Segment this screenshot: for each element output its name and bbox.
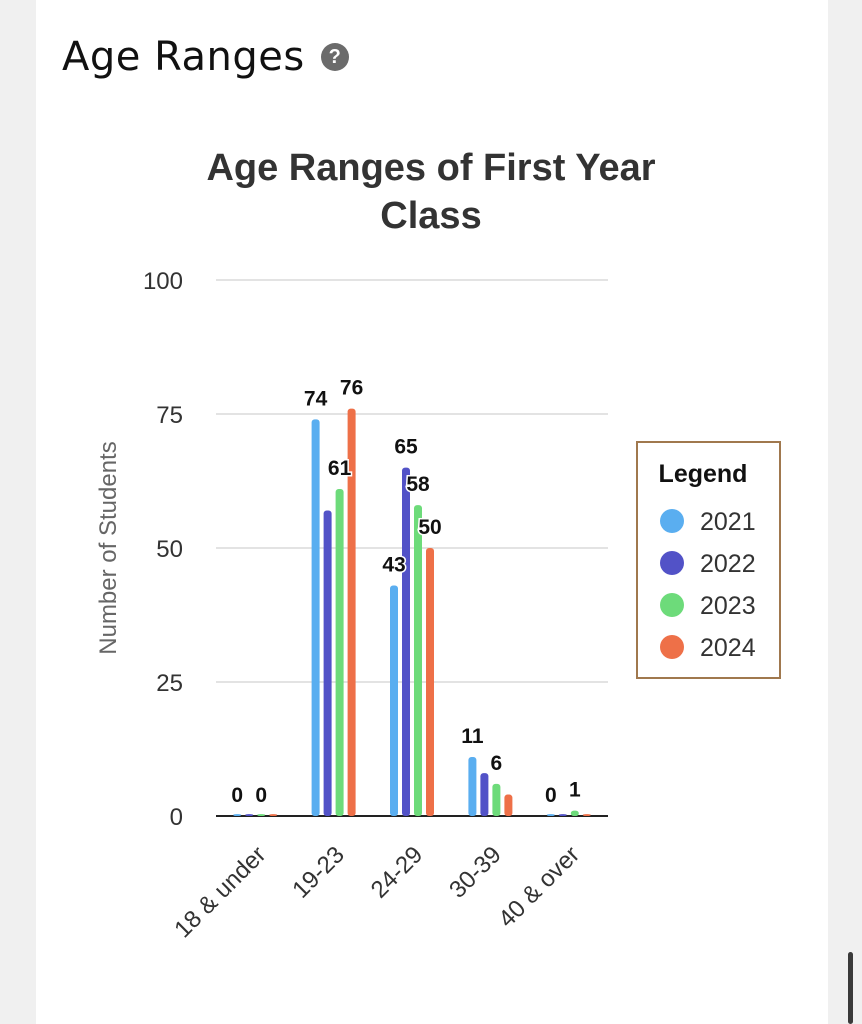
chart-title-line: Age Ranges of First Year: [206, 147, 655, 189]
data-label: 0: [545, 784, 557, 807]
question-circle-icon[interactable]: ?: [320, 43, 349, 71]
bar-2021-3: [468, 757, 477, 816]
x-tick-label: 30-39: [444, 841, 507, 904]
bar-2024-1: [347, 408, 356, 816]
section-title: Age Ranges: [62, 34, 305, 80]
bar-2021-0: [233, 814, 242, 816]
data-label: 50: [418, 516, 441, 539]
y-axis-label: Number of Students: [95, 441, 122, 654]
bar-2022-3: [480, 773, 489, 816]
x-tick-label: 24-29: [366, 841, 429, 904]
legend-swatch-2021: [660, 509, 684, 533]
bar-2022-1: [323, 510, 332, 816]
y-tick-label: 0: [170, 804, 183, 831]
x-tick-label: 19-23: [287, 841, 350, 904]
bar-2023-2: [414, 505, 422, 816]
bar-2024-4: [582, 814, 591, 816]
data-label: 58: [406, 473, 430, 496]
bar-2022-2: [402, 467, 410, 816]
data-label: 74: [304, 387, 328, 410]
bar-2021-2: [390, 585, 398, 816]
data-label: 43: [382, 554, 405, 577]
data-label: 11: [461, 725, 484, 748]
legend-swatch-2023: [660, 593, 684, 617]
chart-title-line: Class: [380, 195, 481, 237]
data-label: 0: [255, 784, 267, 807]
data-label: 61: [328, 457, 352, 480]
legend-label-2022: 2022: [700, 550, 756, 578]
x-tick-label: 18 & under: [169, 841, 271, 943]
y-tick-label: 75: [156, 402, 183, 429]
data-label: 0: [231, 784, 243, 807]
bar-2023-3: [492, 783, 501, 816]
scrollbar[interactable]: [848, 952, 853, 1024]
section-header: Age Ranges ?: [62, 34, 349, 80]
data-label: 1: [569, 779, 581, 802]
y-tick-label: 100: [143, 268, 183, 295]
bar-2023-4: [570, 810, 579, 816]
y-tick-label: 50: [156, 536, 183, 563]
bar-2021-1: [311, 419, 320, 816]
bar-2022-4: [558, 814, 567, 816]
bar-2021-4: [546, 814, 555, 816]
bar-2022-0: [245, 814, 254, 816]
bar-2024-3: [504, 794, 513, 816]
legend-swatch-2024: [660, 635, 684, 659]
x-tick-label: 40 & over: [493, 841, 585, 933]
legend-label-2024: 2024: [700, 634, 756, 662]
data-label: 76: [340, 377, 363, 400]
bar-2023-0: [257, 814, 266, 816]
legend-swatch-2022: [660, 551, 684, 575]
bar-2023-1: [335, 489, 344, 816]
bar-2024-0: [269, 814, 278, 816]
bar-2024-2: [426, 548, 434, 816]
legend-title: Legend: [659, 460, 748, 488]
data-label: 6: [491, 752, 503, 775]
legend-label-2023: 2023: [700, 592, 756, 620]
data-label: 65: [394, 436, 418, 459]
legend-label-2021: 2021: [700, 508, 756, 536]
y-tick-label: 25: [156, 670, 183, 697]
